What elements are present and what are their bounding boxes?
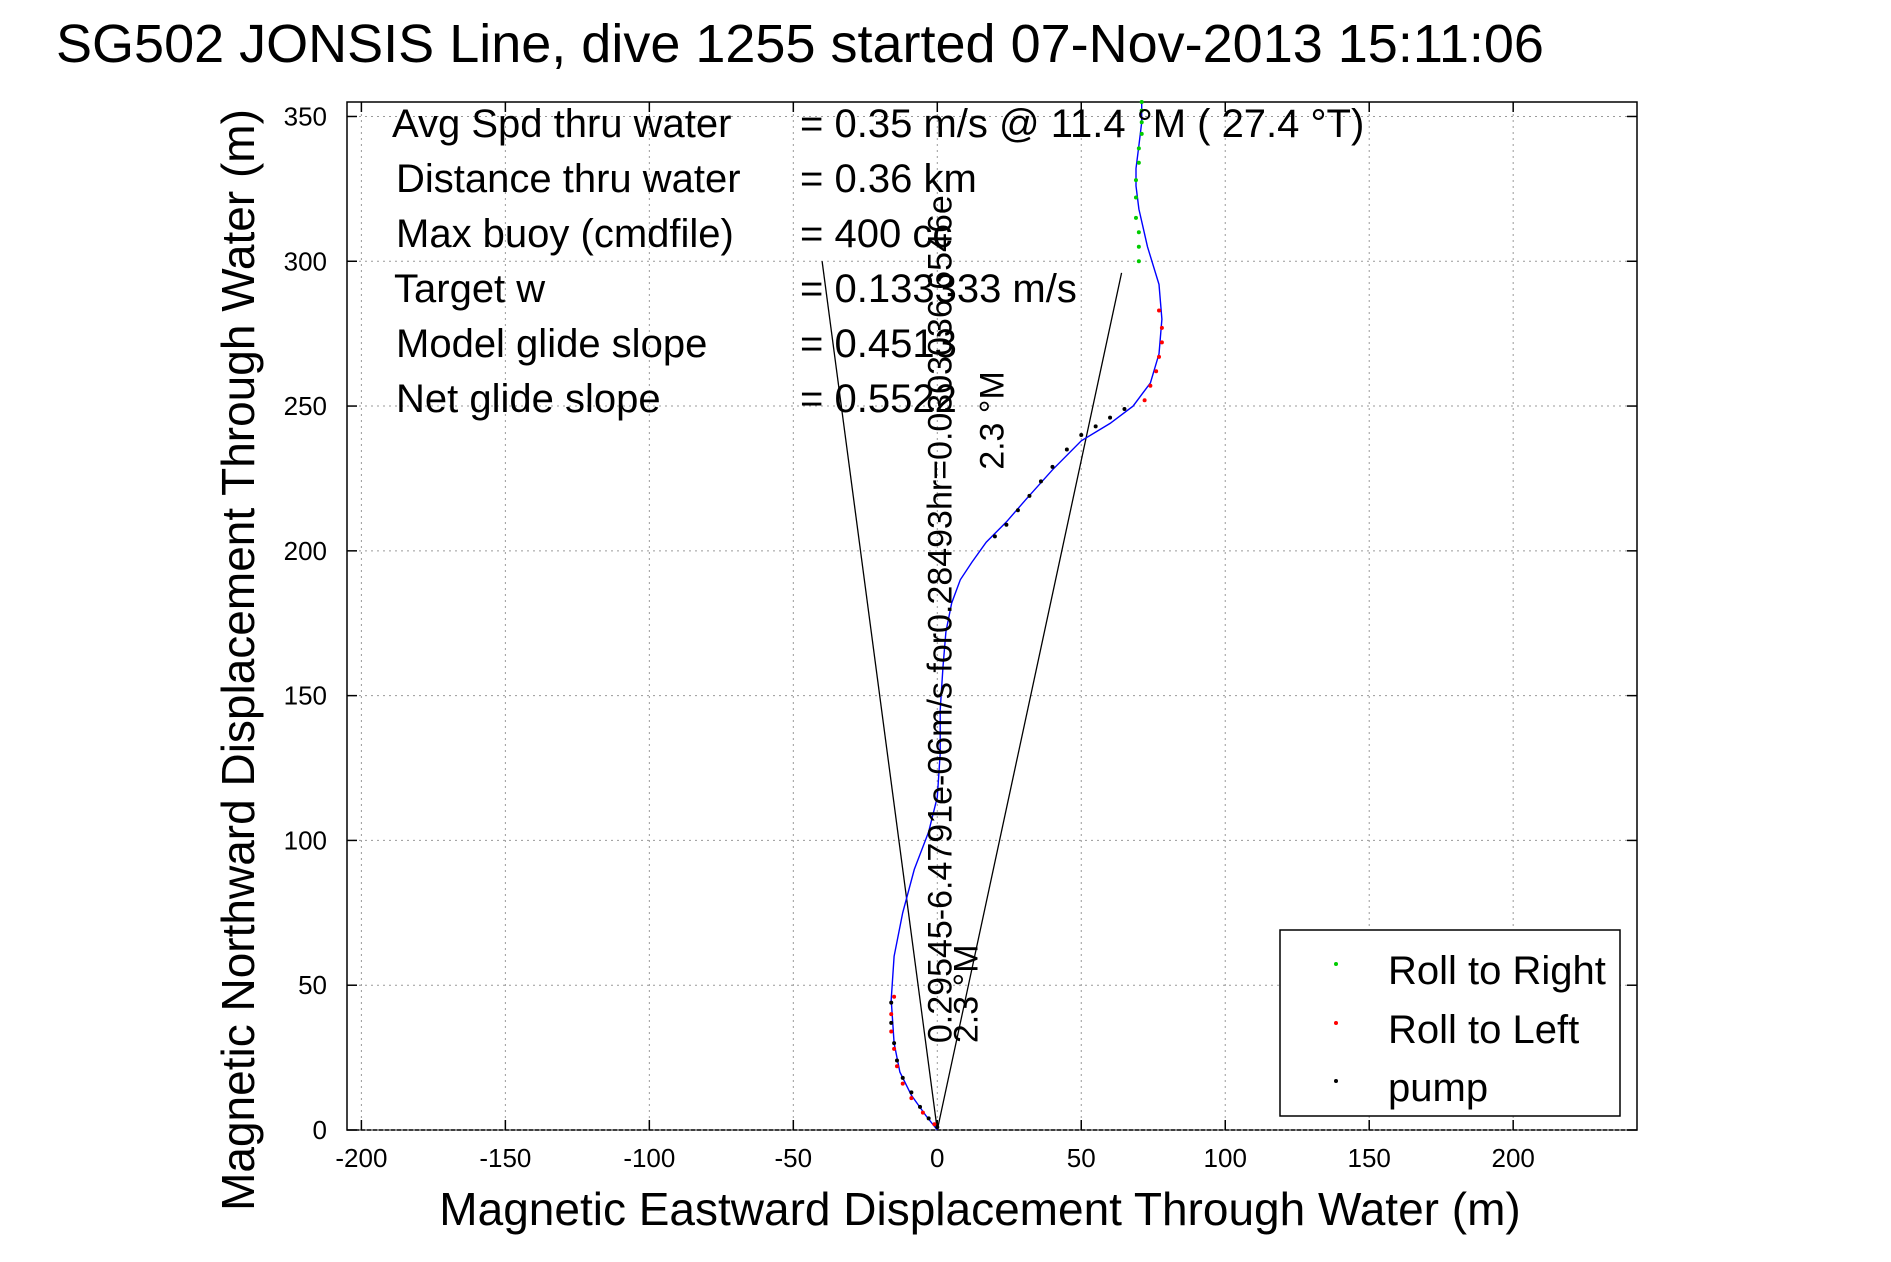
axis-ticks: -200 -150 -100 -50 0 50 100 150 200 0 50 100 150 200 2… [284, 101, 1637, 1173]
legend-label-pump: pump [1388, 1066, 1488, 1110]
marker-roll-to-left [900, 1081, 905, 1086]
marker-pump [1079, 433, 1084, 438]
marker-pump [894, 1058, 899, 1063]
marker-roll-to-left [932, 1122, 937, 1127]
x-tick-label: -200 [335, 1143, 387, 1173]
marker-pump [1050, 464, 1055, 469]
marker-pump [992, 534, 997, 539]
marker-roll-to-right [1136, 146, 1141, 151]
marker-roll-to-right [1133, 195, 1138, 200]
legend-marker-roll-right [1334, 962, 1338, 966]
y-tick-label: 150 [284, 681, 327, 711]
stat-value: = 0.4513 [800, 322, 957, 366]
x-tick-label: 150 [1348, 1143, 1391, 1173]
marker-roll-to-left [889, 1029, 894, 1034]
marker-roll-to-right [1133, 178, 1138, 183]
marker-pump [1038, 479, 1043, 484]
rotated-annotation: 0.29545-6.4791e-06m/s for0.28493hr=0.030… [922, 195, 960, 1043]
marker-roll-to-left [1159, 325, 1164, 330]
stat-label: Max buoy (cmdfile) [396, 212, 734, 256]
stat-label: Avg Spd thru water [392, 102, 731, 146]
y-tick-label: 300 [284, 246, 327, 276]
marker-roll-to-left [892, 1046, 897, 1051]
marker-pump [1027, 493, 1032, 498]
stat-label: Net glide slope [396, 377, 661, 421]
marker-pump [1004, 522, 1009, 527]
marker-roll-to-left [920, 1110, 925, 1115]
marker-pump [1015, 508, 1020, 513]
marker-roll-to-left [1157, 354, 1162, 359]
x-tick-label: -50 [775, 1143, 813, 1173]
marker-roll-to-right [1136, 160, 1141, 165]
marker-roll-to-right [1136, 230, 1141, 235]
marker-pump [918, 1104, 923, 1109]
marker-pump [935, 1125, 940, 1130]
track-line [890, 102, 1163, 1131]
marker-roll-to-left [1159, 340, 1164, 345]
y-tick-label: 50 [298, 970, 327, 1000]
marker-roll-to-right [1136, 244, 1141, 249]
marker-roll-to-right [1139, 100, 1144, 104]
x-tick-label: 50 [1067, 1143, 1096, 1173]
marker-roll-to-right [1139, 120, 1144, 125]
marker-roll-to-left [1157, 308, 1162, 313]
y-tick-label: 350 [284, 101, 327, 131]
legend-marker-pump [1334, 1079, 1338, 1083]
legend-label-roll-left: Roll to Left [1388, 1008, 1579, 1052]
marker-roll-to-left [894, 1064, 899, 1069]
x-tick-label: -150 [479, 1143, 531, 1173]
series-layer [889, 100, 1164, 1131]
marker-pump [889, 1020, 894, 1025]
x-axis-label: Magnetic Eastward Displacement Through W… [439, 1183, 1520, 1235]
stats-block: Avg Spd thru water = 0.35 m/s @ 11.4 °M … [392, 102, 1364, 421]
marker-pump [1122, 406, 1127, 411]
stat-label: Model glide slope [396, 322, 707, 366]
marker-roll-to-left [1148, 383, 1153, 388]
marker-roll-to-left [909, 1096, 914, 1101]
marker-pump [1064, 447, 1069, 452]
x-tick-label: 0 [930, 1143, 944, 1173]
marker-roll-to-left [889, 1012, 894, 1017]
rotated-annotation: 2.3 °M [948, 944, 986, 1043]
y-tick-label: 100 [284, 825, 327, 855]
stat-value: = 400 cc [800, 212, 952, 256]
marker-pump [889, 1000, 894, 1005]
stat-label: Distance thru water [396, 157, 741, 201]
x-tick-label: 200 [1491, 1143, 1534, 1173]
x-tick-label: -100 [623, 1143, 675, 1173]
marker-pump [1108, 415, 1113, 420]
y-tick-label: 250 [284, 391, 327, 421]
rotated-annotation: 2.3 °M [974, 371, 1012, 470]
marker-pump [900, 1075, 905, 1080]
guide-lines [821, 261, 1123, 1131]
marker-pump [926, 1116, 931, 1121]
marker-roll-to-left [1142, 398, 1147, 403]
marker-roll-to-right [1139, 131, 1144, 136]
x-tick-label: 100 [1204, 1143, 1247, 1173]
marker-roll-to-right [1136, 259, 1141, 264]
marker-roll-to-left [1154, 369, 1159, 374]
marker-pump [892, 1041, 897, 1046]
rotated-annotations: 0.29545-6.4791e-06m/s for0.28493hr=0.030… [922, 195, 1012, 1043]
glide-guide-line [936, 272, 1123, 1131]
legend-marker-roll-left [1334, 1021, 1338, 1025]
y-axis-label: Magnetic Northward Displacement Through … [212, 109, 264, 1211]
marker-roll-to-right [1133, 215, 1138, 220]
y-tick-label: 200 [284, 536, 327, 566]
stat-value: = 0.5522 [800, 377, 957, 421]
stat-value: = 0.36 km [800, 157, 977, 201]
legend: Roll to Right Roll to Left pump [1279, 929, 1621, 1117]
stat-value: = 0.35 m/s @ 11.4 °M ( 27.4 °T) [800, 102, 1364, 146]
marker-roll-to-right [1139, 108, 1144, 113]
marker-roll-to-left [892, 994, 897, 999]
y-tick-label: 0 [313, 1115, 327, 1145]
marker-pump [909, 1090, 914, 1095]
marker-pump [1093, 424, 1098, 429]
stat-value: = 0.133333 m/s [800, 267, 1077, 311]
chart-title: SG502 JONSIS Line, dive 1255 started 07-… [56, 14, 1544, 74]
glide-guide-line [821, 261, 938, 1131]
legend-label-roll-right: Roll to Right [1388, 949, 1606, 993]
stat-label: Target w [394, 267, 545, 311]
